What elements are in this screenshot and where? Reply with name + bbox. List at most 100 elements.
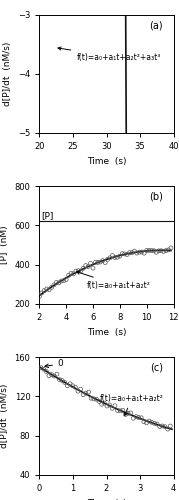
Y-axis label: [P]  (nM): [P] (nM): [0, 226, 9, 264]
Point: [157, 247, 160, 255]
Point: [103, 399, 106, 407]
Point: [156, 420, 159, 428]
Point: [158, 422, 161, 430]
Point: [129, 409, 132, 417]
Point: [128, 248, 131, 256]
Point: [84, 262, 87, 270]
Point: [142, 418, 145, 426]
Point: [113, 402, 116, 410]
Point: [50, 370, 53, 378]
Point: [55, 370, 58, 378]
Point: [60, 277, 63, 285]
Point: [69, 380, 71, 388]
Point: [48, 372, 50, 380]
Point: [50, 284, 53, 292]
Point: [79, 267, 82, 275]
Text: f(t)=a₀+a₁t+a₂t²: f(t)=a₀+a₁t+a₂t²: [100, 394, 164, 415]
Point: [99, 258, 102, 266]
Y-axis label: d[P]/dt  (nM/s): d[P]/dt (nM/s): [0, 384, 9, 448]
Point: [123, 250, 126, 258]
Point: [48, 286, 50, 294]
Point: [153, 246, 155, 254]
Point: [104, 258, 107, 266]
Point: [89, 260, 92, 268]
Point: [84, 389, 87, 397]
Text: f(t)=a₀+a₁t+a₂t²+a₃t³: f(t)=a₀+a₁t+a₂t²+a₃t³: [58, 47, 161, 62]
Point: [87, 262, 90, 270]
Point: [61, 376, 64, 384]
Point: [140, 414, 143, 422]
Point: [65, 276, 68, 283]
Point: [150, 418, 153, 426]
Point: [77, 387, 79, 395]
Point: [145, 246, 148, 254]
Y-axis label: d[P]/dt  (nM/s): d[P]/dt (nM/s): [3, 42, 12, 106]
Point: [164, 422, 166, 430]
Point: [166, 425, 169, 433]
Point: [82, 390, 85, 398]
Point: [79, 385, 82, 393]
Point: [132, 414, 135, 422]
Point: [55, 278, 58, 286]
X-axis label: Time  (s): Time (s): [87, 156, 126, 166]
Text: [P]: [P]: [41, 212, 54, 220]
Point: [127, 410, 130, 418]
Point: [43, 286, 46, 294]
Point: [165, 246, 168, 254]
Point: [74, 383, 77, 391]
Point: [135, 412, 137, 420]
Point: [167, 246, 170, 254]
Point: [42, 366, 45, 374]
Point: [138, 248, 141, 256]
Point: [137, 414, 140, 422]
Point: [126, 250, 129, 258]
Text: 0: 0: [45, 360, 64, 368]
Point: [140, 248, 143, 256]
Point: [53, 281, 55, 289]
Point: [77, 266, 80, 274]
Point: [162, 248, 165, 256]
Point: [161, 422, 164, 430]
Point: [71, 382, 74, 390]
Point: [124, 410, 127, 418]
Point: [57, 279, 60, 287]
Point: [135, 249, 138, 257]
Point: [66, 382, 69, 390]
Point: [74, 267, 77, 275]
Point: [101, 256, 104, 264]
Point: [100, 400, 103, 408]
Point: [150, 246, 153, 254]
Point: [113, 254, 116, 262]
Point: [90, 394, 93, 402]
Point: [92, 395, 95, 403]
Point: [94, 258, 97, 266]
Point: [143, 249, 146, 257]
Point: [53, 372, 56, 380]
Point: [118, 252, 121, 260]
X-axis label: Time  (s): Time (s): [87, 328, 126, 336]
Point: [40, 289, 43, 297]
Point: [45, 285, 48, 293]
Point: [109, 254, 112, 262]
Point: [38, 292, 41, 300]
Point: [96, 258, 99, 266]
Point: [98, 398, 100, 406]
Point: [45, 368, 48, 376]
Point: [106, 402, 108, 410]
Point: [87, 388, 90, 396]
X-axis label: Time  (s): Time (s): [87, 498, 126, 500]
Point: [148, 246, 151, 254]
Point: [63, 378, 66, 386]
Text: (a): (a): [149, 21, 163, 31]
Text: (b): (b): [149, 192, 163, 202]
Text: (c): (c): [150, 363, 163, 373]
Point: [145, 419, 148, 427]
Point: [67, 272, 70, 280]
Point: [155, 248, 158, 256]
Point: [111, 404, 114, 412]
Point: [95, 395, 98, 403]
Point: [116, 406, 119, 414]
Point: [70, 269, 72, 277]
Point: [62, 277, 65, 285]
Point: [148, 417, 151, 425]
